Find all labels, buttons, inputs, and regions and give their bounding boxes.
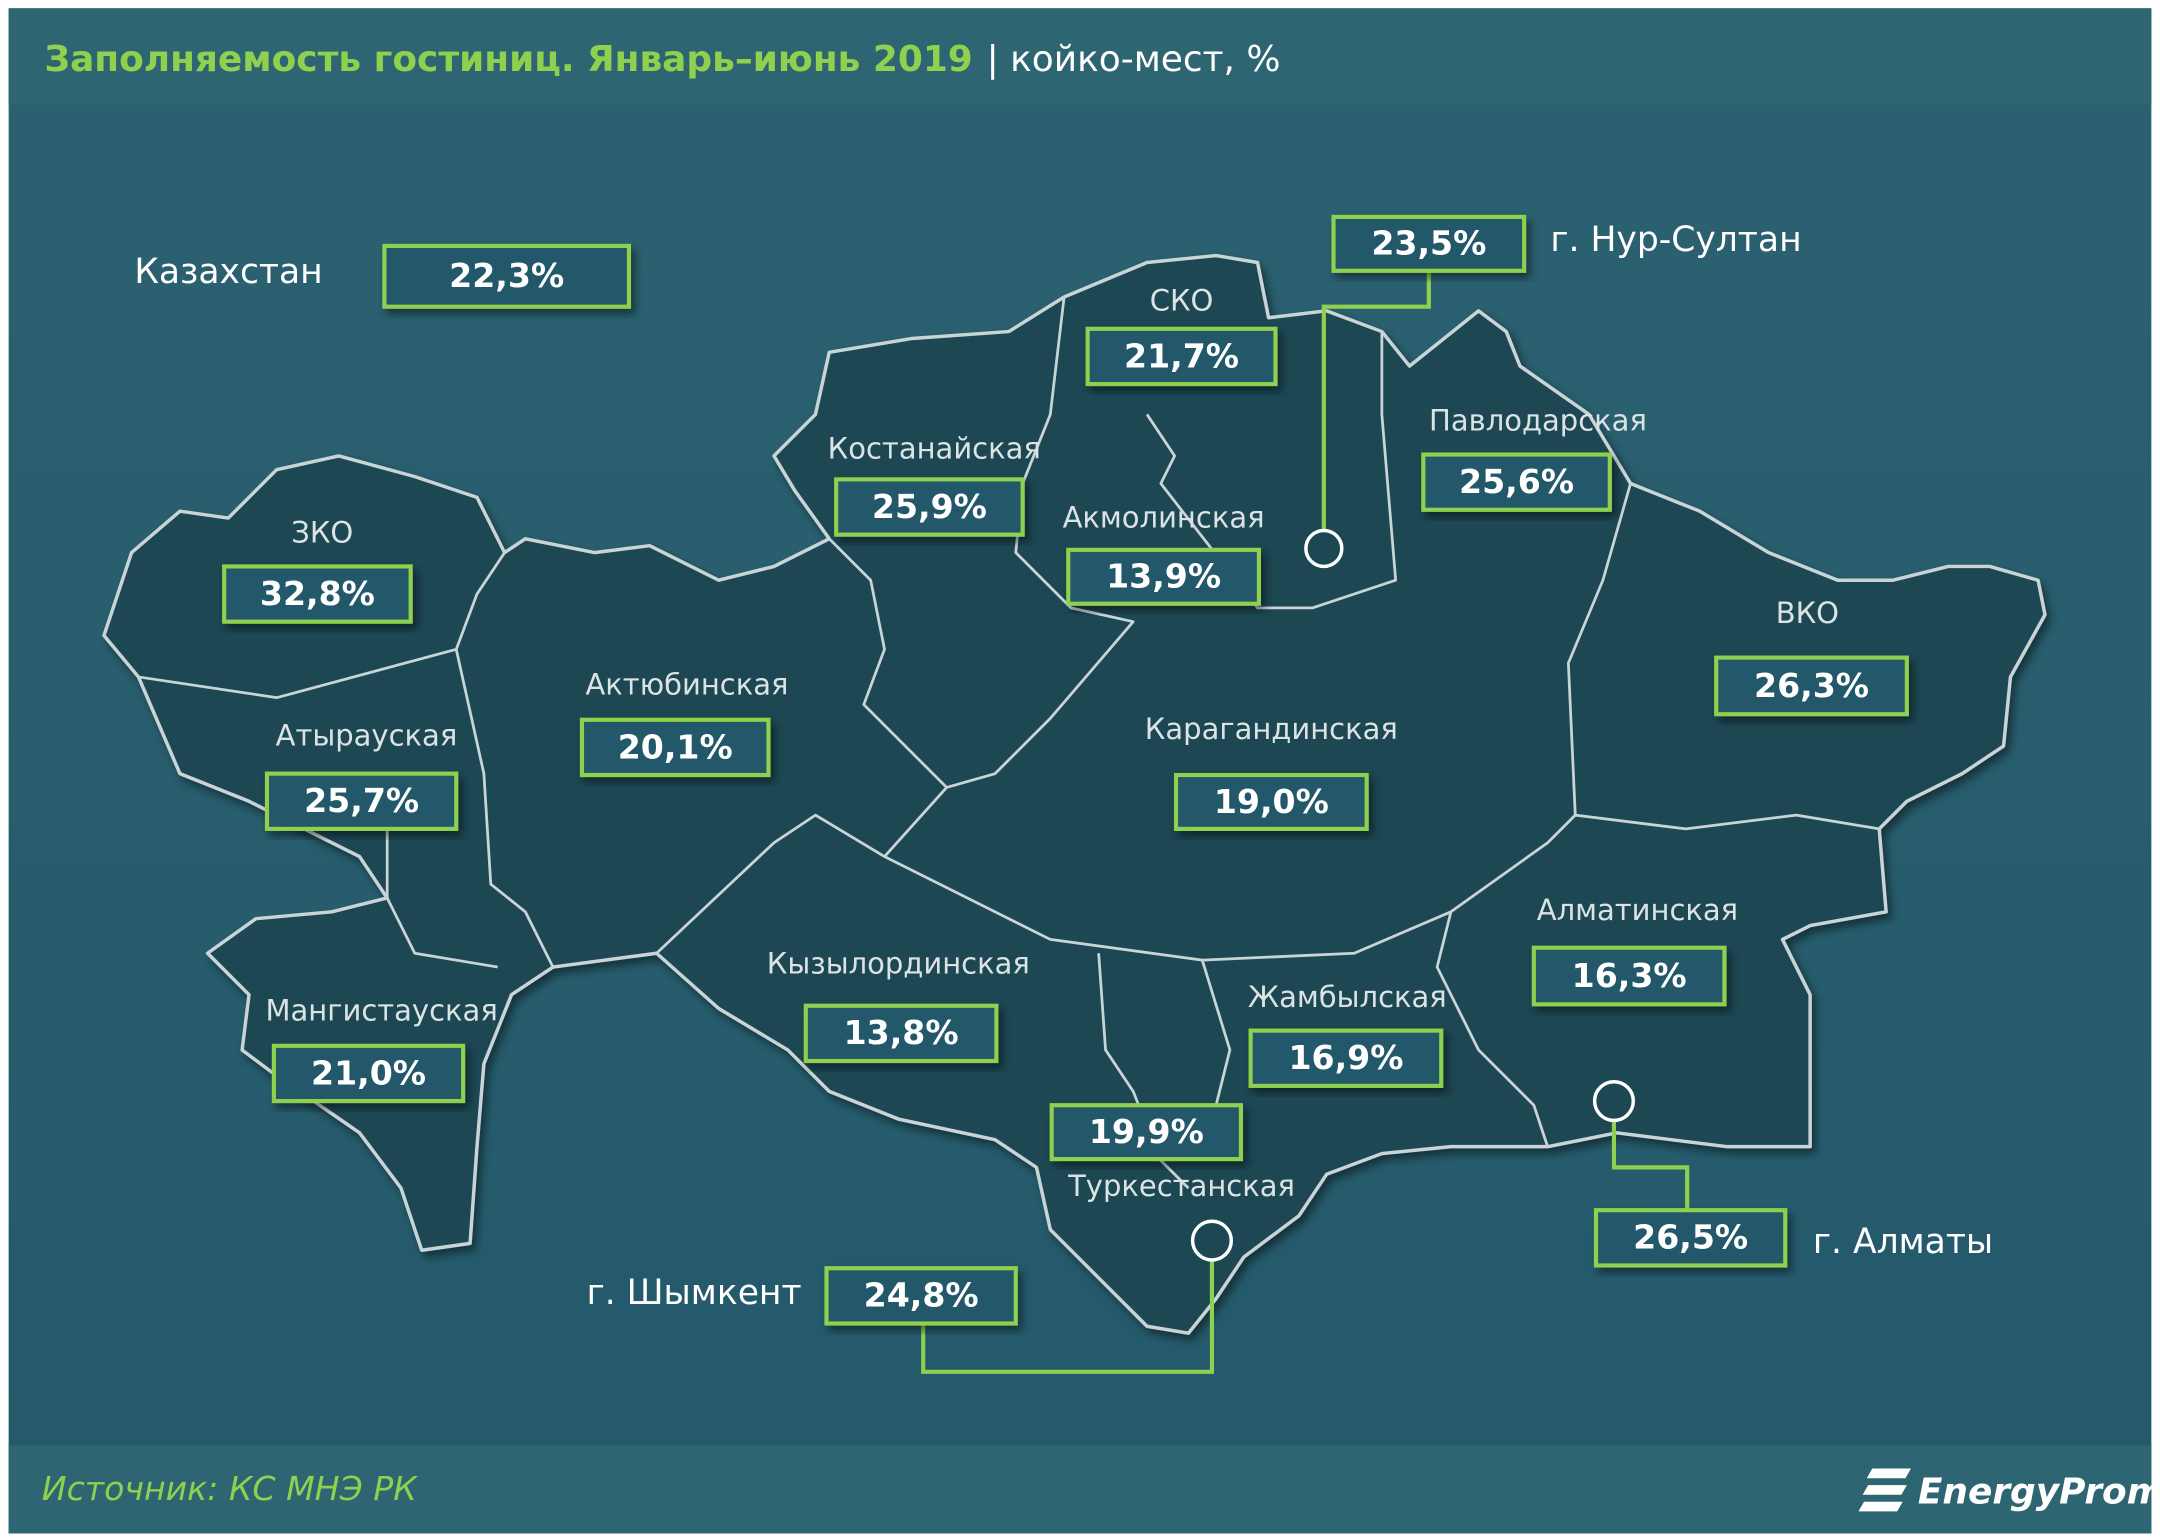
value-box [1066, 547, 1261, 606]
region-value: 22,3% [449, 256, 564, 295]
region-name: Карагандинская [1145, 712, 1398, 746]
footer-bar [8, 1445, 2152, 1534]
region-borders [138, 296, 1880, 1190]
value-box [579, 717, 771, 778]
region-value: 16,3% [1572, 956, 1687, 995]
region-name: СКО [1150, 284, 1214, 318]
value-box [834, 477, 1025, 537]
value-box [1049, 1103, 1244, 1162]
title: Заполняемость гостиниц. Январь–июнь 2019… [45, 39, 1281, 80]
region-value: 21,0% [311, 1053, 426, 1092]
value-box [264, 771, 459, 831]
city-marker [1190, 1219, 1234, 1262]
region-value: 26,3% [1754, 666, 1869, 705]
region-value: 19,9% [1089, 1112, 1204, 1151]
value-box [271, 1043, 466, 1104]
value-box [824, 1266, 1018, 1326]
city-marker [1592, 1079, 1636, 1123]
border [454, 551, 506, 650]
region-value: 26,5% [1633, 1218, 1748, 1257]
brand: EnergyProm [1918, 1471, 2160, 1512]
region-value: 23,5% [1371, 224, 1486, 263]
border [883, 483, 1632, 962]
region-value: 21,7% [1124, 336, 1239, 375]
region-value: 19,0% [1214, 782, 1329, 821]
source: Источник: КС МНЭ РК [42, 1469, 418, 1508]
value-box [1531, 945, 1727, 1007]
region-name: Туркестанская [1067, 1169, 1295, 1203]
border [1200, 959, 1232, 1106]
border [946, 296, 1135, 789]
region-name: Казахстан [134, 252, 322, 292]
region-name: г. Шымкент [587, 1273, 802, 1313]
border [1575, 813, 1880, 831]
region-value: 16,9% [1288, 1038, 1403, 1077]
value-box [1714, 655, 1909, 717]
region-name: г. Нур-Султан [1550, 220, 1801, 260]
region-value: 32,8% [260, 574, 375, 613]
value-box [803, 1003, 999, 1064]
region-value: 13,8% [844, 1013, 959, 1052]
region-name: Актюбинская [585, 668, 788, 702]
leader-line [1611, 1120, 1690, 1211]
value-box [1331, 214, 1527, 273]
region-name: Алматинская [1537, 893, 1738, 927]
city-marker [1304, 528, 1344, 569]
value-box [1421, 452, 1612, 512]
border [1435, 911, 1549, 1148]
value-box [1085, 326, 1278, 387]
value-box [1593, 1208, 1788, 1268]
border [1097, 953, 1190, 1190]
region-name: Акмолинская [1063, 500, 1265, 534]
region-name: ВКО [1776, 596, 1839, 630]
logo: EnergyProm [1858, 1468, 2160, 1512]
border [138, 647, 555, 968]
region-name: Жамбылская [1248, 980, 1447, 1014]
value-box [222, 564, 413, 624]
title-main: Заполняемость гостиниц. Январь–июнь 2019 [45, 39, 973, 80]
region-value: 13,9% [1106, 557, 1221, 596]
region-name: Павлодарская [1429, 404, 1647, 438]
border [385, 828, 498, 969]
region-name: Кызылординская [767, 947, 1030, 981]
value-box [1248, 1028, 1444, 1088]
value-box [382, 243, 632, 309]
value-box [1173, 772, 1369, 831]
region-name: ЗКО [291, 516, 353, 550]
region-name: Атырауская [276, 719, 458, 753]
border [1145, 331, 1398, 610]
region-name: г. Алматы [1813, 1222, 1993, 1262]
region-value: 24,8% [864, 1276, 979, 1315]
title-bar [8, 8, 2152, 105]
region-value: 20,1% [618, 727, 733, 766]
city-leaders [921, 270, 1690, 1374]
logo-icon [1858, 1468, 1911, 1512]
region-name: Мангистауская [265, 994, 497, 1028]
region-labels: Казахстан 22,3% г. Нур-Султан 23,5% СКО 21,7%… [134, 214, 1993, 1326]
region-value: 25,7% [304, 781, 419, 820]
leader-line [921, 1259, 1215, 1374]
region-value: 25,6% [1459, 462, 1574, 501]
leader-line [1321, 270, 1431, 531]
region-value: 25,9% [872, 487, 987, 526]
title-unit: | койко-мест, % [987, 39, 1281, 80]
region-name: Костанайская [828, 431, 1041, 465]
